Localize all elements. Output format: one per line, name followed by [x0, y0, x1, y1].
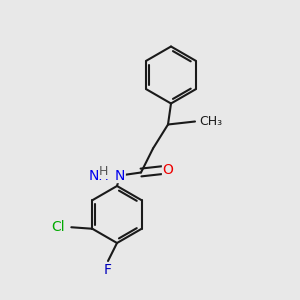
Text: CH₃: CH₃	[200, 115, 223, 128]
Text: Cl: Cl	[52, 220, 65, 234]
Text: N: N	[115, 169, 125, 182]
Text: NH: NH	[89, 169, 110, 182]
Text: O: O	[163, 163, 173, 176]
Text: F: F	[104, 263, 112, 277]
Text: H: H	[99, 165, 108, 178]
